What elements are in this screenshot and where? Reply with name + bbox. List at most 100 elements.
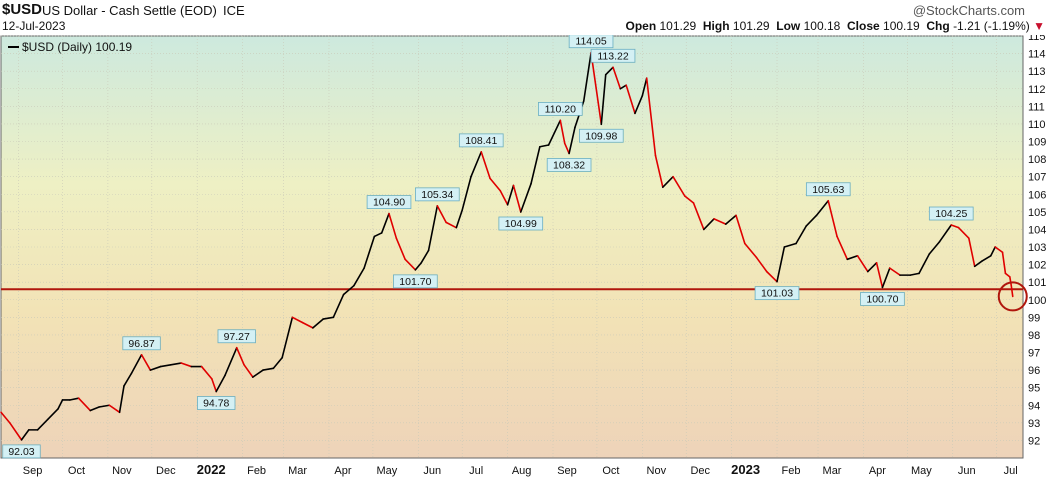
series-segment	[291, 316, 304, 324]
series-segment	[968, 237, 976, 268]
annotation-label: 113.22	[597, 50, 628, 62]
y-tick-label: 99	[1028, 312, 1040, 324]
legend-text: $USD (Daily) 100.19	[22, 40, 132, 54]
annotation-box	[217, 329, 256, 344]
y-tick-label: 108	[1028, 154, 1046, 166]
y-tick-label: 111	[1028, 101, 1045, 113]
series-segment	[89, 406, 100, 412]
annotation-box	[579, 128, 624, 143]
series-segment	[512, 184, 522, 213]
series-segment	[461, 175, 472, 211]
annotation-box	[538, 102, 583, 116]
series-segment	[98, 404, 111, 408]
annotation-box	[590, 48, 636, 63]
series-segment	[1004, 272, 1011, 278]
y-tick-label: 96	[1028, 365, 1040, 377]
price-annotation: 104.90	[366, 195, 412, 209]
annotation-label: 114.05	[575, 36, 606, 48]
y-tick-label: 98	[1028, 330, 1040, 342]
x-tick-label: Oct	[68, 465, 85, 477]
x-tick-label: Nov	[112, 465, 132, 477]
series-segment	[140, 353, 152, 371]
series-segment	[957, 226, 970, 240]
series-segment	[373, 232, 383, 238]
annotation-label: 104.25	[935, 208, 967, 220]
ohlc-readout: Open 101.29 High 101.29 Low 100.18 Close…	[625, 19, 1045, 33]
y-tick-label: 101	[1028, 277, 1046, 289]
series-segment	[625, 84, 636, 115]
annotation-box	[754, 286, 800, 301]
series-segment	[489, 177, 502, 192]
y-tick-label: 113	[1028, 66, 1046, 78]
series-segment	[795, 225, 808, 245]
exchange: ICE	[223, 3, 245, 18]
annotation-label: 110.20	[545, 103, 576, 115]
series-segment	[604, 66, 614, 76]
x-tick-label: Aug	[512, 465, 532, 477]
annotation-box	[197, 396, 236, 410]
x-tick-label: May	[911, 465, 932, 477]
annotation-box	[928, 206, 974, 221]
series-segment	[928, 240, 941, 255]
y-tick-label: 104	[1028, 224, 1046, 236]
series-segment	[950, 224, 960, 229]
series-segment	[582, 51, 592, 102]
price-annotation: 113.22	[590, 48, 636, 63]
x-tick-label: Dec	[156, 465, 176, 477]
down-arrow-icon: ▼	[1033, 19, 1045, 33]
x-tick-label: Jun	[423, 465, 441, 477]
series-segment	[568, 126, 576, 155]
series-segment	[506, 184, 515, 206]
series-segment	[744, 242, 758, 259]
series-segment	[881, 267, 891, 289]
high-value: 101.29	[732, 19, 770, 33]
series-segment	[563, 142, 570, 155]
series-segment	[235, 346, 245, 366]
annotation-label: 96.87	[128, 338, 154, 350]
legend: $USD (Daily) 100.19	[8, 40, 132, 54]
series-segment	[875, 262, 884, 289]
series-segment	[836, 235, 849, 261]
series-segment	[301, 321, 314, 329]
price-annotation: 96.87	[122, 336, 161, 351]
price-annotation: 101.03	[754, 286, 800, 301]
close-label: Close	[846, 19, 880, 33]
annotation-box	[366, 195, 412, 209]
y-tick-label: 103	[1028, 242, 1046, 254]
low-label: Low	[776, 19, 801, 33]
chart-subheader: 12-Jul-2023 Open 101.29 High 101.29 Low …	[0, 19, 1053, 35]
x-tick-label: Apr	[334, 465, 351, 477]
symbol: $USD	[2, 1, 43, 18]
annotation-label: 92.03	[8, 446, 34, 458]
open-value: 101.29	[659, 19, 697, 33]
series-segment	[994, 246, 1004, 254]
series-segment	[159, 364, 172, 368]
series-segment	[57, 399, 64, 410]
annotation-box	[393, 274, 438, 289]
x-tick-label: Sep	[23, 465, 43, 477]
annotation-label: 108.32	[553, 159, 585, 171]
series-segment	[170, 362, 182, 366]
price-annotation: 97.27	[217, 329, 256, 344]
y-tick-label: 95	[1028, 383, 1040, 395]
series-segment	[252, 369, 264, 378]
series-segment	[69, 397, 80, 401]
annotation-box	[415, 187, 460, 202]
series-segment	[909, 272, 920, 276]
price-annotation: 114.05	[568, 35, 614, 49]
annotation-box	[498, 216, 544, 231]
series-segment	[47, 407, 59, 421]
series-segment	[1009, 276, 1013, 287]
price-annotation: 109.98	[579, 128, 624, 143]
series-segment	[559, 119, 566, 145]
series-segment	[805, 214, 818, 227]
annotation-label: 104.90	[373, 197, 405, 209]
annotation-box	[458, 133, 504, 148]
series-segment	[662, 175, 674, 189]
low-value: 100.18	[803, 19, 841, 33]
series-segment	[36, 418, 49, 431]
x-tick-label: Nov	[647, 465, 667, 477]
series-segment	[436, 205, 447, 224]
series-segment	[342, 284, 355, 296]
y-tick-label: 97	[1028, 348, 1040, 360]
